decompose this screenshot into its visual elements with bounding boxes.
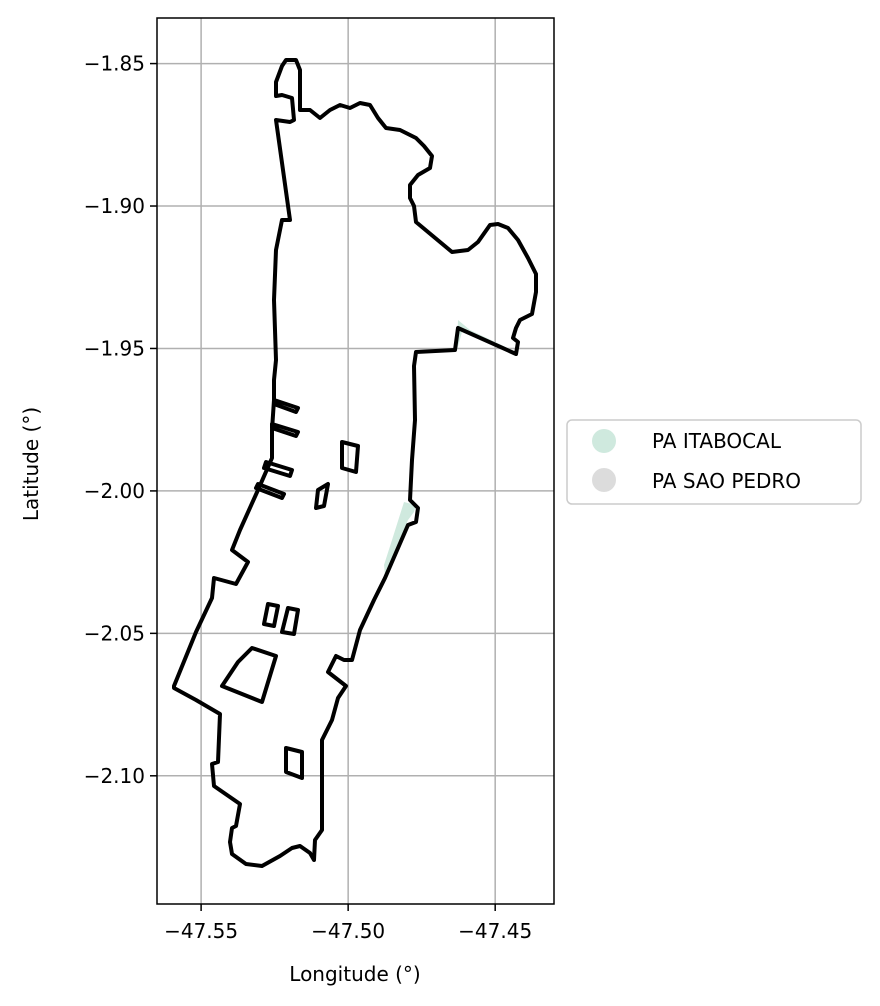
region-pa-sao-pedro (172, 58, 538, 868)
legend: PA ITABOCAL PA SAO PEDRO (566, 419, 862, 505)
map-layer (172, 58, 538, 868)
y-tick-label: −1.95 (84, 336, 145, 360)
gridlines (157, 18, 554, 904)
axes-frame (156, 17, 555, 905)
legend-label-pa-sao-pedro: PA SAO PEDRO (652, 469, 801, 493)
x-axis-label: Longitude (°) (289, 962, 420, 986)
y-tick-label: −2.10 (84, 764, 145, 788)
x-tick-label: −47.55 (164, 919, 238, 943)
y-tick-label: −1.85 (84, 52, 145, 76)
legend-label-pa-itabocal: PA ITABOCAL (652, 429, 782, 453)
y-tick-label: −1.90 (84, 194, 145, 218)
x-tick-label: −47.50 (311, 919, 385, 943)
y-tick-label: −2.05 (84, 621, 145, 645)
y-tick-label: −2.00 (84, 479, 145, 503)
x-tick-label: −47.45 (458, 919, 532, 943)
legend-marker-pa-itabocal (592, 429, 616, 453)
legend-box (566, 419, 862, 505)
x-axis: −47.55 −47.50 −47.45 (164, 904, 532, 943)
y-axis: −1.85 −1.90 −1.95 −2.00 −2.05 −2.10 (84, 52, 157, 788)
legend-marker-pa-sao-pedro (592, 468, 616, 492)
hole-outline (220, 398, 360, 780)
y-axis-label: Latitude (°) (19, 407, 43, 521)
